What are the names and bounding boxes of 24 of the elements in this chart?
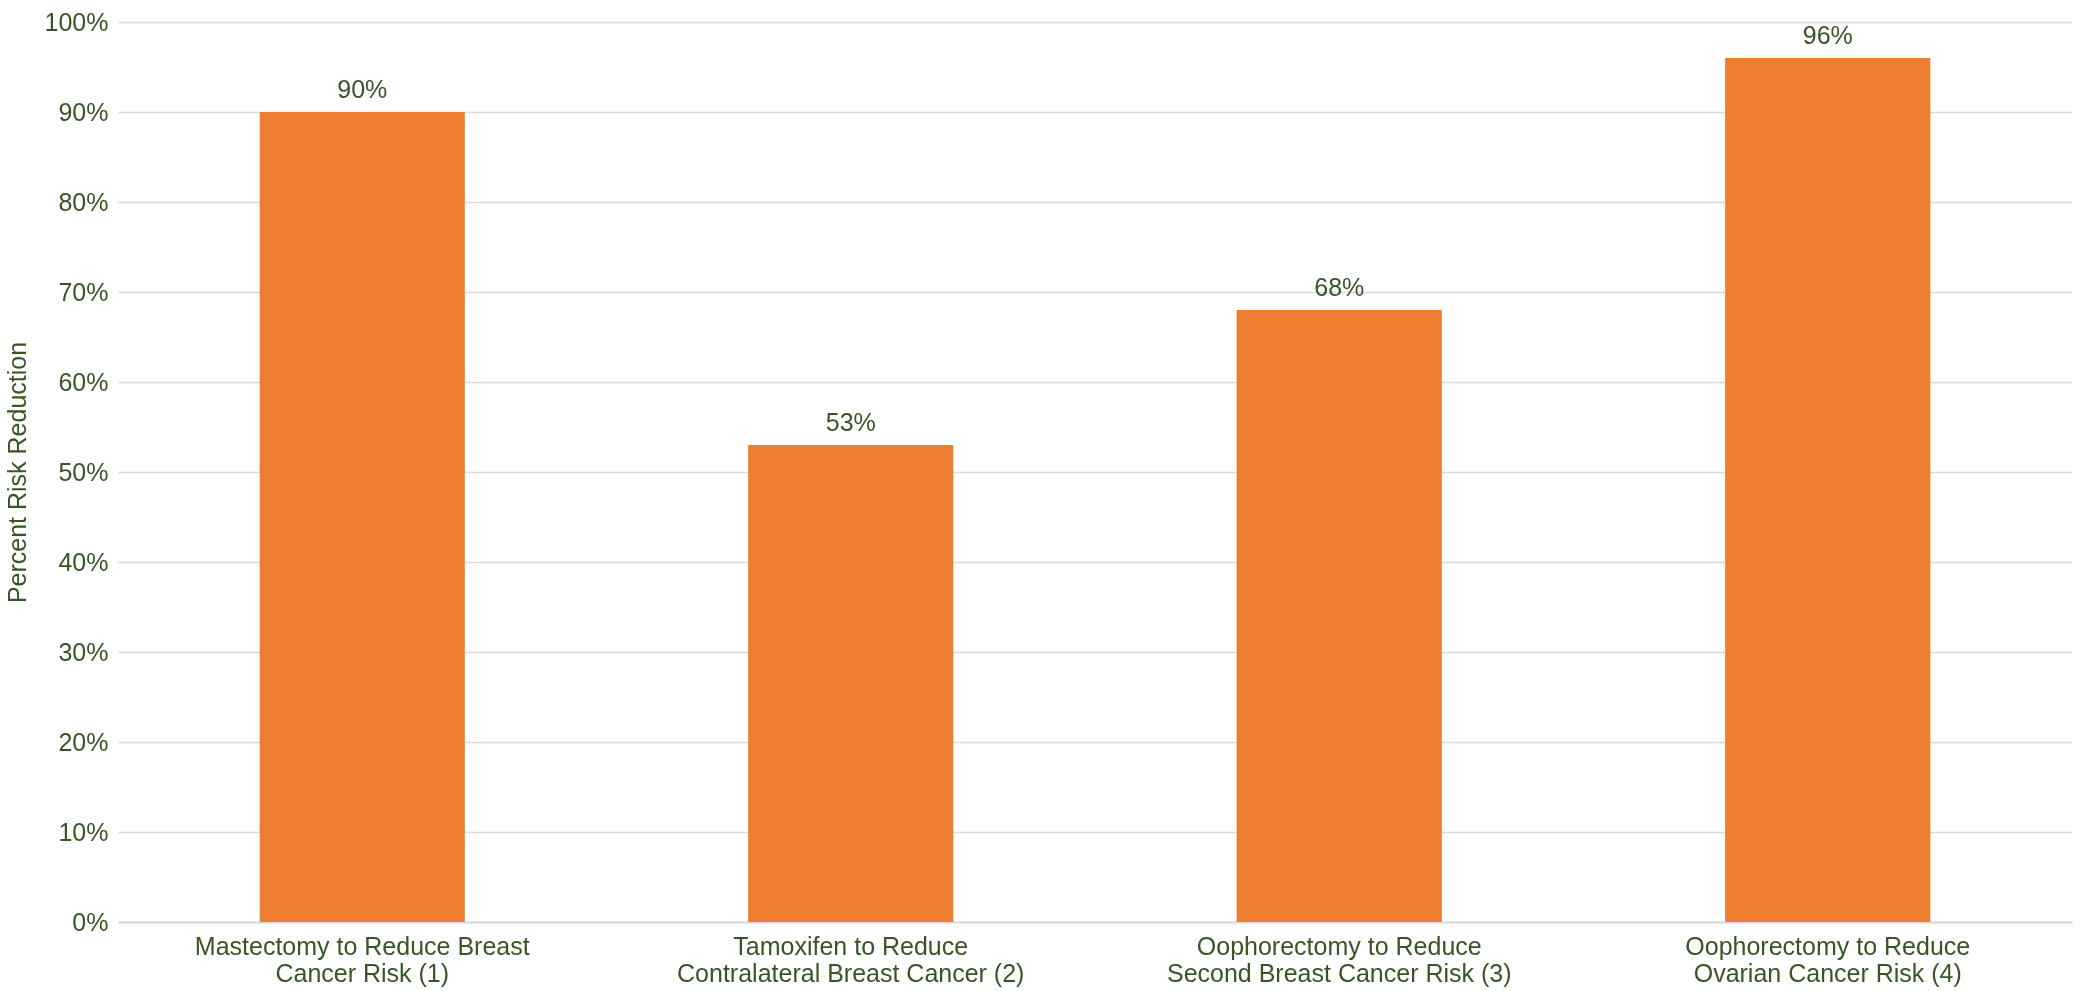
y-tick-label: 70% [58, 277, 109, 306]
y-axis-title: Percent Risk Reduction [2, 341, 31, 604]
y-tick-label: 60% [58, 367, 109, 396]
y-tick-label: 100% [44, 7, 109, 36]
y-tick-label: 30% [58, 637, 109, 666]
y-tick-label: 20% [58, 727, 109, 756]
y-tick-label: 90% [58, 97, 109, 126]
x-tick-label: Tamoxifen to Reduce Contralateral Breast Cancer (2) [677, 931, 1025, 987]
bar [748, 445, 954, 922]
x-tick-label: Mastectomy to Reduce Breast Cancer Risk (1) [194, 931, 530, 987]
data-label: 53% [825, 408, 876, 436]
bar [259, 112, 465, 922]
bar [1725, 58, 1931, 922]
x-tick-label: Oophorectomy to Reduce Second Breast Cancer Risk (3) [1166, 931, 1512, 987]
y-tick-label: 40% [58, 547, 109, 576]
data-label: 96% [1802, 21, 1853, 49]
data-label: 68% [1314, 273, 1365, 301]
bar [1236, 310, 1442, 922]
y-tick-label: 10% [58, 817, 109, 846]
y-tick-label: 0% [72, 907, 109, 936]
data-label: 90% [337, 75, 388, 103]
y-tick-label: 50% [58, 457, 109, 486]
x-tick-label: Oophorectomy to Reduce Ovarian Cancer Risk (4) [1685, 931, 1971, 987]
y-tick-label: 80% [58, 187, 109, 216]
